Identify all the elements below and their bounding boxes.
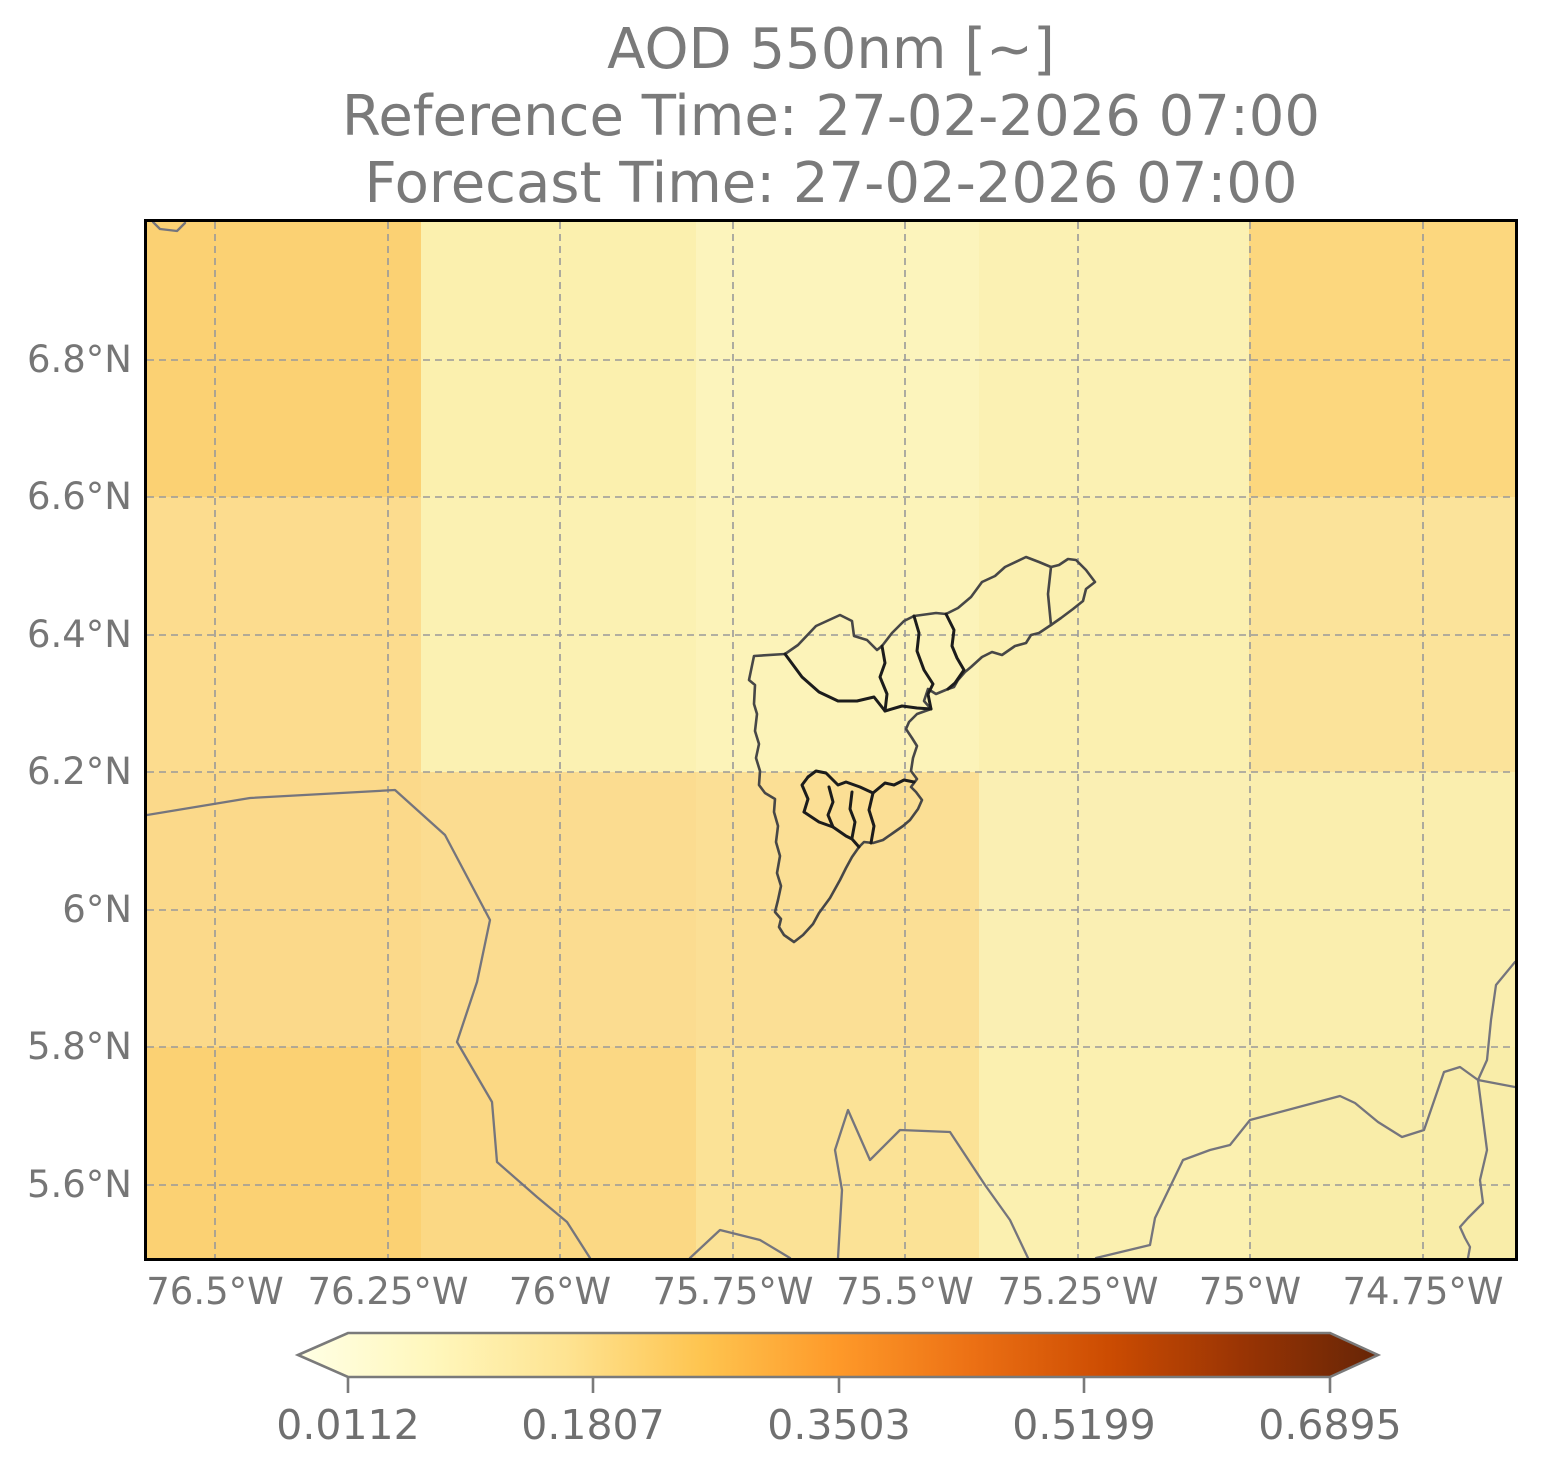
municipality-inner-boundary <box>806 769 916 795</box>
lat-tick-label: 5.6°N <box>26 1163 132 1206</box>
colorbar-tick-label: 0.6895 <box>1258 1401 1402 1449</box>
lon-tick-label: 76.5°W <box>146 1270 284 1313</box>
lon-tick-label: 75.75°W <box>652 1270 814 1313</box>
plot-title: AOD 550nm [~] Reference Time: 27-02-2026… <box>147 16 1515 217</box>
department-boundary <box>151 222 187 233</box>
map-canvas <box>147 222 1515 1258</box>
lon-tick-label: 75.5°W <box>836 1270 974 1313</box>
plot-title-line3: Forecast Time: 27-02-2026 07:00 <box>364 151 1298 216</box>
heatmap-cell <box>1249 1047 1515 1258</box>
lon-tick-label: 76°W <box>508 1270 612 1313</box>
lon-tick-label: 76.25°W <box>307 1270 469 1313</box>
colorbar-tick-label: 0.5199 <box>1012 1401 1156 1449</box>
lat-tick-label: 6.2°N <box>26 750 132 793</box>
municipality-inner-boundary <box>867 791 876 845</box>
municipality-inner-boundary <box>802 810 861 849</box>
colorbar: 0.0112 0.1807 0.3503 0.5199 0.6895 <box>276 1325 1402 1479</box>
municipality-outer-boundary <box>747 555 1097 944</box>
lat-tick-label: 6°N <box>62 888 132 931</box>
department-boundary <box>147 788 592 1258</box>
municipality-inner-boundary <box>878 644 889 713</box>
plot-title-line2: Reference Time: 27-02-2026 07:00 <box>341 84 1321 149</box>
municipality-inner-boundary <box>783 652 887 713</box>
map-panel <box>144 219 1518 1261</box>
lon-tick-label: 74.75°W <box>1342 1270 1504 1313</box>
municipality-inner-boundary <box>883 704 933 713</box>
colorbar-tick-label: 0.1807 <box>521 1401 665 1449</box>
heatmap-cell <box>147 1047 421 1258</box>
department-boundary <box>688 1228 792 1258</box>
lat-tick-label: 6.4°N <box>26 613 132 656</box>
heatmap-cell <box>421 1047 696 1258</box>
lat-tick-label: 6.6°N <box>26 475 132 518</box>
municipality-inner-boundary <box>826 785 835 829</box>
lon-tick-label: 75°W <box>1198 1270 1302 1313</box>
department-boundary <box>833 1108 1030 1258</box>
plot-title-line1: AOD 550nm [~] <box>607 17 1055 82</box>
lat-tick-label: 6.8°N <box>26 338 132 381</box>
municipality-inner-boundary <box>848 790 857 840</box>
colorbar-bar <box>294 1331 1382 1379</box>
department-boundary <box>1458 960 1515 1258</box>
lat-tick-label: 5.8°N <box>26 1025 132 1068</box>
lon-tick-label: 75.25°W <box>997 1270 1159 1313</box>
municipality-outer-boundary <box>1046 565 1053 627</box>
heatmap-cell <box>696 1047 979 1258</box>
municipality-inner-boundary <box>800 775 810 814</box>
colorbar-tick-label: 0.3503 <box>767 1401 911 1449</box>
colorbar-canvas <box>294 1331 1382 1393</box>
colorbar-tick-label: 0.0112 <box>276 1401 420 1449</box>
municipality-inner-boundary <box>912 614 935 711</box>
municipality-inner-boundary <box>944 612 966 691</box>
heatmap-cell <box>979 1047 1249 1258</box>
department-boundary <box>1094 1065 1515 1258</box>
